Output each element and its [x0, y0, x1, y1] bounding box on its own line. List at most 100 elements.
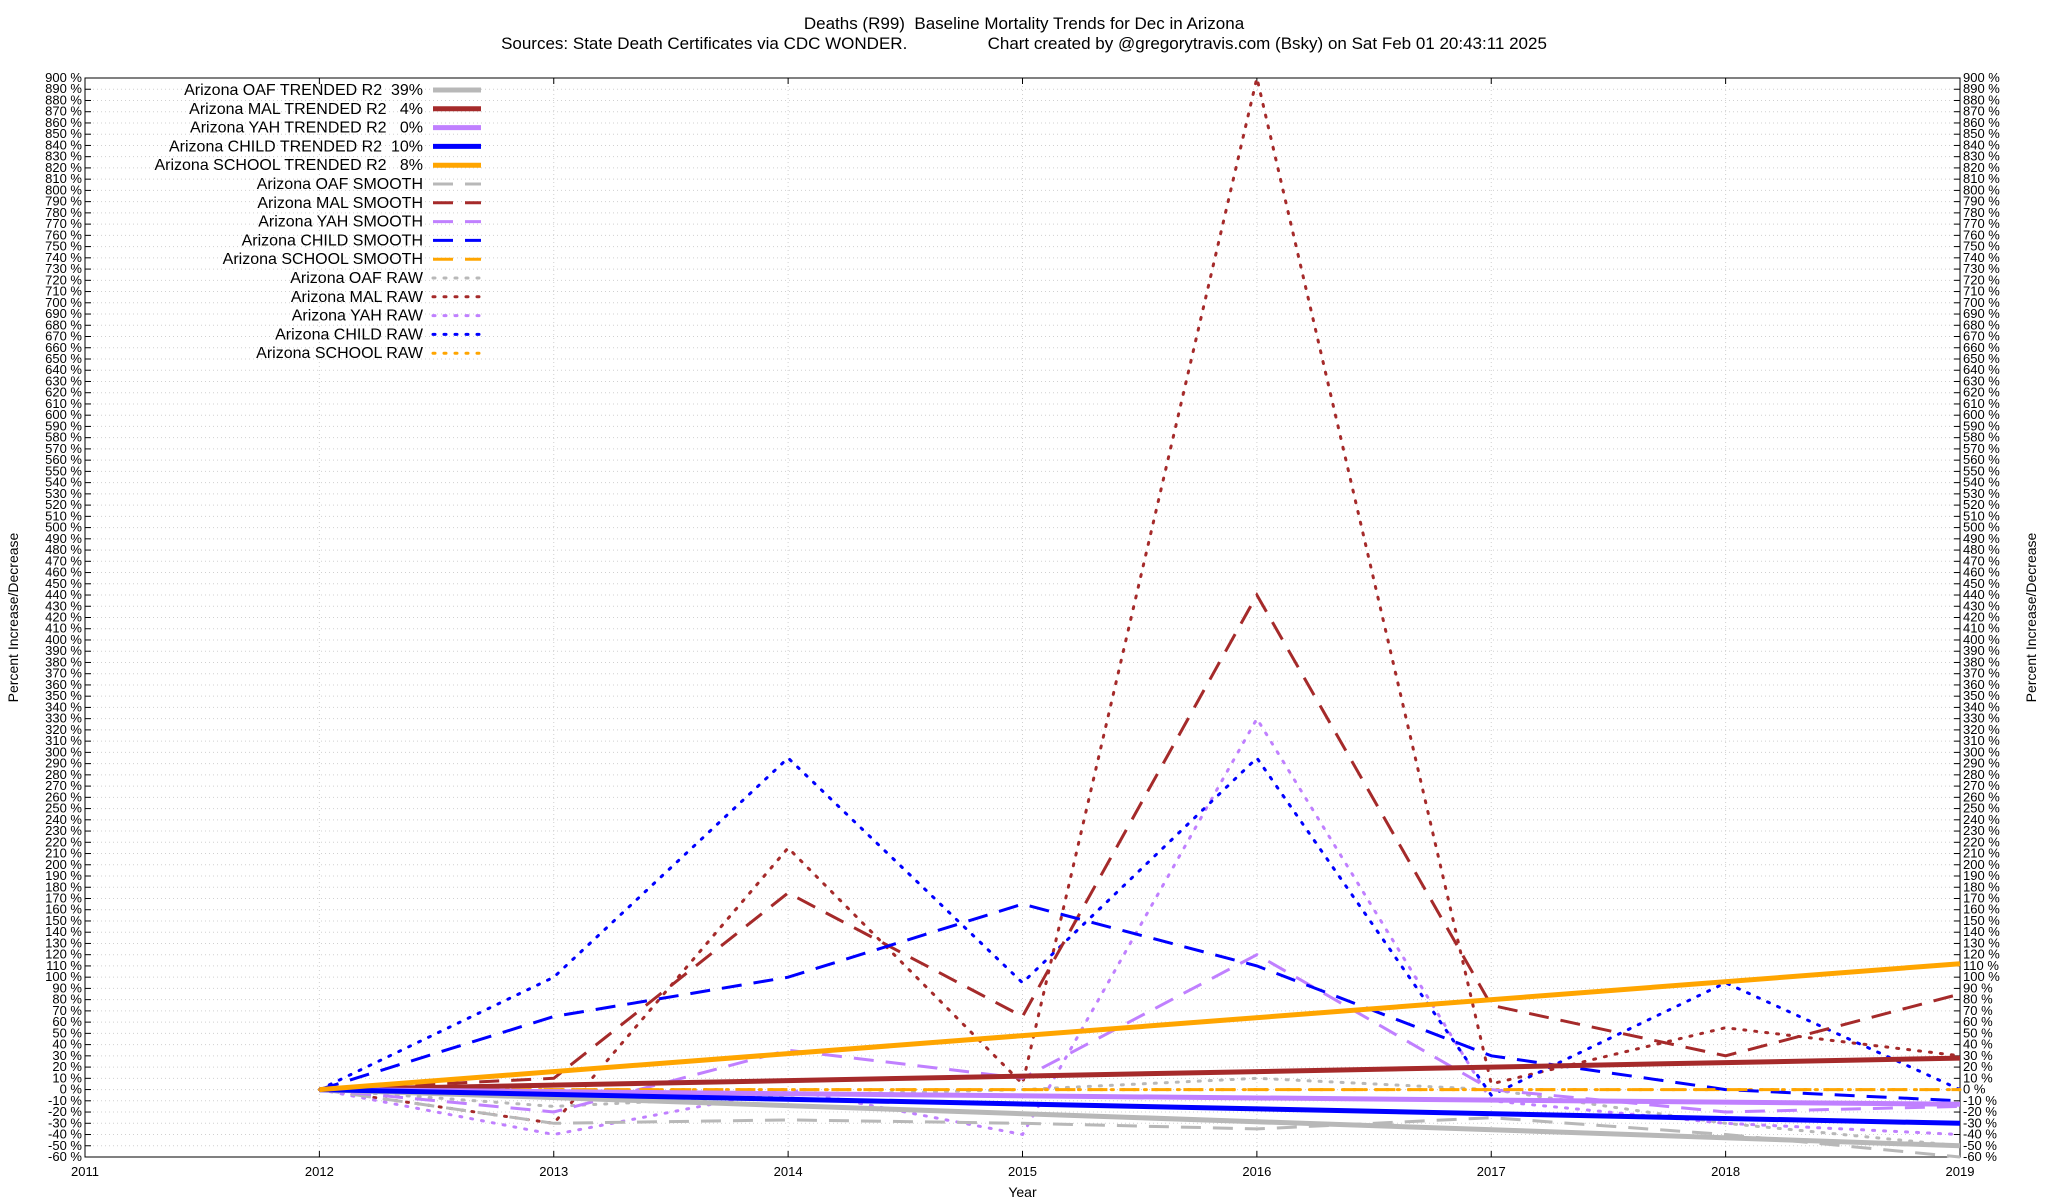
- y-tick-label: 70 %: [52, 1003, 82, 1018]
- y-tick-label: 710 %: [45, 284, 82, 299]
- y-tick-label: 0 %: [60, 1082, 83, 1097]
- y-tick-label: 880 %: [45, 92, 82, 107]
- y-tick-label: 580 %: [45, 430, 82, 445]
- y-tick-label: 520 %: [45, 497, 82, 512]
- y2-tick-label: 150 %: [1963, 913, 2000, 928]
- legend-label-arizona-mal-raw: Arizona MAL RAW: [291, 289, 424, 306]
- y-tick-label: 400 %: [45, 632, 82, 647]
- legend-label-arizona-mal-smooth: Arizona MAL SMOOTH: [257, 195, 423, 212]
- y2-tick-label: 30 %: [1963, 1048, 1993, 1063]
- y-tick-label: 640 %: [45, 362, 82, 377]
- y2-tick-label: 320 %: [1963, 722, 2000, 737]
- series-line-arizona-child-trended: [319, 1087, 1961, 1126]
- y-tick-label: 140 %: [45, 924, 82, 939]
- x-axis-title: Year: [1008, 1184, 1037, 1200]
- x-tick-label: 2014: [774, 1164, 803, 1179]
- y-tick-label: 770 %: [45, 216, 82, 231]
- x-tick-label: 2011: [71, 1164, 99, 1179]
- y-tick-label: 450 %: [45, 576, 82, 591]
- y2-tick-label: 310 %: [1963, 733, 2000, 748]
- y-tick-label: 740 %: [45, 250, 82, 265]
- y-tick-label: 120 %: [45, 947, 82, 962]
- y2-tick-label: 560 %: [1963, 452, 2000, 467]
- y-tick-label: 310 %: [45, 733, 82, 748]
- y2-tick-label: 130 %: [1963, 935, 2000, 950]
- y-tick-label: 340 %: [45, 699, 82, 714]
- y2-tick-label: 900 %: [1963, 70, 2000, 85]
- y-tick-label: 670 %: [45, 329, 82, 344]
- series-line-arizona-yah-trended: [319, 1087, 1961, 1107]
- y-tick-label: 360 %: [45, 677, 82, 692]
- y2-tick-label: 880 %: [1963, 92, 2000, 107]
- y2-tick-label: 770 %: [1963, 216, 2000, 231]
- y-tick-label: 480 %: [45, 542, 82, 557]
- y2-tick-label: 860 %: [1963, 115, 2000, 130]
- y2-tick-label: 840 %: [1963, 137, 2000, 152]
- y2-tick-label: 50 %: [1963, 1025, 1993, 1040]
- y-tick-label: 870 %: [45, 104, 82, 119]
- y-tick-label: -40 %: [48, 1127, 82, 1142]
- y2-tick-label: 300 %: [1963, 744, 2000, 759]
- y2-tick-label: 740 %: [1963, 250, 2000, 265]
- y-tick-label: 700 %: [45, 295, 82, 310]
- y2-tick-label: 670 %: [1963, 329, 2000, 344]
- y2-tick-label: 100 %: [1963, 969, 2000, 984]
- y2-tick-label: 70 %: [1963, 1003, 1993, 1018]
- y-tick-label: 850 %: [45, 126, 82, 141]
- series-line-arizona-school-trended: [319, 961, 1961, 1093]
- y2-tick-label: -20 %: [1963, 1104, 1997, 1119]
- y-tick-label: 840 %: [45, 137, 82, 152]
- series-line-arizona-oaf-trended: [319, 1087, 1961, 1149]
- y-tick-label: 720 %: [45, 272, 82, 287]
- y-tick-label: 800 %: [45, 182, 82, 197]
- y-tick-label: 620 %: [45, 385, 82, 400]
- y2-tick-label: 210 %: [1963, 846, 2000, 861]
- y2-tick-label: 90 %: [1963, 980, 1993, 995]
- y2-tick-label: 280 %: [1963, 767, 2000, 782]
- y-tick-label: 420 %: [45, 610, 82, 625]
- y2-tick-label: 160 %: [1963, 902, 2000, 917]
- legend-label-arizona-yah-trended: Arizona YAH TRENDED R2 0%: [190, 120, 423, 137]
- legend-label-arizona-oaf-smooth: Arizona OAF SMOOTH: [257, 176, 423, 193]
- y2-tick-label: 640 %: [1963, 362, 2000, 377]
- y-tick-label: 110 %: [46, 958, 82, 973]
- y-tick-label: 660 %: [45, 340, 82, 355]
- series-line-arizona-oaf-raw: [317, 1076, 1962, 1148]
- y2-tick-label: -50 %: [1963, 1138, 1997, 1153]
- y-tick-label: 100 %: [45, 969, 82, 984]
- y2-tick-label: 500 %: [1963, 520, 2000, 535]
- y2-tick-label: 510 %: [1963, 508, 2000, 523]
- y2-tick-label: -10 %: [1963, 1093, 1997, 1108]
- y2-tick-label: 410 %: [1963, 621, 2000, 636]
- y-tick-label: 230 %: [45, 823, 82, 838]
- series-line-arizona-child-smooth: [318, 902, 1961, 1103]
- y-tick-label: 220 %: [45, 834, 82, 849]
- legend-label-arizona-child-raw: Arizona CHILD RAW: [275, 326, 424, 343]
- y-tick-label: 370 %: [45, 666, 82, 681]
- x-axis: 2011 2012 2013 2014 2015 2016 2017 2018 2019: [71, 78, 1974, 1179]
- y-tick-label: 180 %: [45, 879, 82, 894]
- y-tick-label: -20 %: [48, 1104, 82, 1119]
- legend-label-arizona-child-smooth: Arizona CHILD SMOOTH: [242, 232, 423, 249]
- legend-label-arizona-yah-smooth: Arizona YAH SMOOTH: [258, 214, 423, 231]
- y2-tick-label: 230 %: [1963, 823, 2000, 838]
- y2-tick-label: 290 %: [1963, 756, 2000, 771]
- y2-tick-label: 20 %: [1963, 1059, 1993, 1074]
- y2-tick-label: 260 %: [1963, 789, 2000, 804]
- y2-tick-label: 470 %: [1963, 553, 2000, 568]
- y-axis-right: -60 %-50 %-40 %-30 %-20 %-10 %0 %10 %20 …: [1954, 70, 2000, 1164]
- y2-tick-label: 730 %: [1963, 261, 2000, 276]
- y2-tick-label: 60 %: [1963, 1014, 1993, 1029]
- x-tick-label: 2015: [1008, 1164, 1037, 1179]
- y-tick-label: 890 %: [45, 81, 82, 96]
- y2-tick-label: 790 %: [1963, 194, 2000, 209]
- y2-tick-label: 390 %: [1963, 643, 2000, 658]
- y-tick-label: 90 %: [52, 980, 82, 995]
- legend-label-arizona-school-trended: Arizona SCHOOL TRENDED R2 8%: [154, 157, 423, 174]
- y-tick-label: 830 %: [45, 149, 82, 164]
- y-tick-label: 240 %: [45, 812, 82, 827]
- x-tick-label: 2017: [1477, 1164, 1506, 1179]
- legend-label-arizona-school-smooth: Arizona SCHOOL SMOOTH: [223, 251, 423, 268]
- y2-tick-label: 710 %: [1963, 284, 2000, 299]
- series-lines: [317, 77, 1962, 1159]
